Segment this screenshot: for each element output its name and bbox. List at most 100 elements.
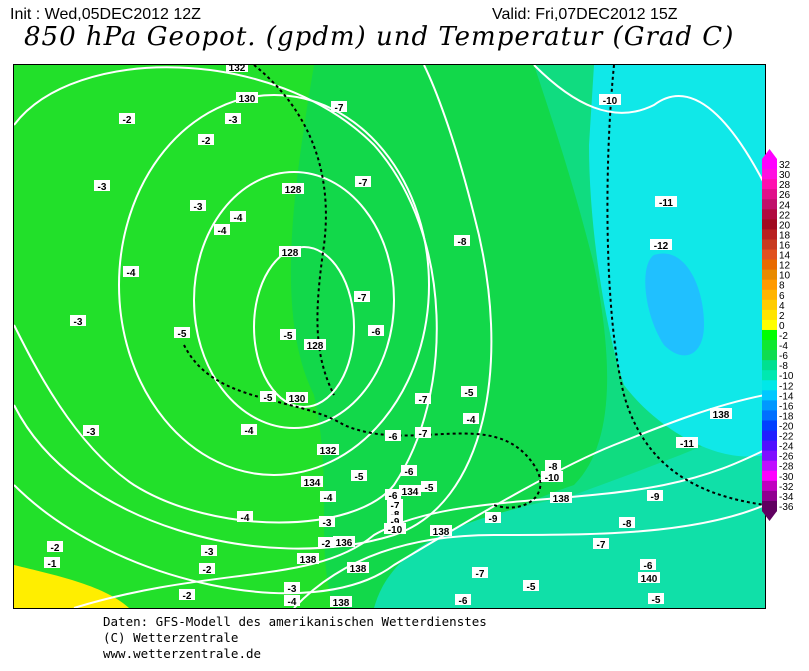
temperature-label-bg xyxy=(280,329,296,340)
colorbar-label: 16 xyxy=(779,240,791,251)
temperature-label: -7 xyxy=(597,540,606,551)
temperature-label-bg xyxy=(201,545,217,556)
temperature-label-bg xyxy=(320,491,336,502)
temperature-label: -4 xyxy=(324,493,333,504)
colorbar-swatch xyxy=(762,430,777,442)
temperature-label: -5 xyxy=(284,331,293,342)
temperature-label: -5 xyxy=(264,393,273,404)
colorbar-swatch xyxy=(762,319,777,331)
init-time: Init : Wed,05DEC2012 12Z xyxy=(10,6,201,23)
colorbar-swatch xyxy=(762,360,777,371)
colorbar-label: -16 xyxy=(779,401,794,412)
temperature-label: -4 xyxy=(241,513,250,524)
temperature-label-bg xyxy=(351,470,367,481)
temperature-label-bg xyxy=(463,413,479,424)
geopotential-label: 132 xyxy=(229,64,246,74)
colorbar-swatch xyxy=(762,370,777,381)
colorbar-swatch xyxy=(762,249,777,261)
temperature-label: -3 xyxy=(323,518,332,529)
geopotential-label: 140 xyxy=(641,574,658,585)
colorbar-swatch xyxy=(762,189,777,200)
valid-time: Valid: Fri,07DEC2012 15Z xyxy=(492,6,678,23)
temperature-label-bg xyxy=(119,113,135,124)
temperature-label-bg xyxy=(44,557,60,568)
temperature-label: -7 xyxy=(391,501,400,512)
temperature-label-bg xyxy=(47,541,63,552)
colorbar-label: -26 xyxy=(779,452,794,463)
temperature-label: -2 xyxy=(51,543,60,554)
geopotential-label-bg xyxy=(430,525,452,536)
temperature-label-bg xyxy=(355,176,371,187)
temperature-label: -7 xyxy=(476,569,485,580)
geopotential-label: 136 xyxy=(336,538,353,549)
colorbar-label: 22 xyxy=(779,210,791,221)
temperature-label: -4 xyxy=(467,415,476,426)
temperature-label-bg xyxy=(179,589,195,600)
temperature-label-bg xyxy=(454,235,470,246)
colorbar-swatch xyxy=(762,340,777,351)
temperature-label-bg xyxy=(83,425,99,436)
temperature-label-bg xyxy=(319,516,335,527)
colorbar-swatch xyxy=(762,410,777,421)
colorbar-label: 6 xyxy=(779,291,785,302)
colorbar-label: -10 xyxy=(779,371,794,382)
colorbar-label: 18 xyxy=(779,230,791,241)
colorbar-label: 30 xyxy=(779,170,791,181)
temperature-label: -6 xyxy=(389,432,398,443)
colorbar-swatch xyxy=(762,309,777,321)
temperature-label: -3 xyxy=(229,115,238,126)
geopotential-label: 128 xyxy=(307,341,324,352)
temperature-label-bg xyxy=(260,391,276,402)
colorbar-bottom-arrow xyxy=(762,511,777,521)
geopotential-label-bg xyxy=(236,92,258,103)
colorbar-label: 32 xyxy=(779,160,791,171)
geopotential-label-bg xyxy=(399,485,421,496)
temperature-label: -5 xyxy=(527,582,536,593)
colorbar-label: -6 xyxy=(779,351,788,362)
temperature-label-bg xyxy=(523,580,539,591)
temp-zone-cyan-green2 xyxy=(374,415,765,608)
colorbar-swatch xyxy=(762,159,777,170)
temperature-label-bg xyxy=(385,430,401,441)
geopotential-label: 130 xyxy=(289,394,306,405)
colorbar-swatch xyxy=(762,390,777,401)
colorbar-swatch xyxy=(762,289,777,301)
colorbar-label: -28 xyxy=(779,462,794,473)
footer: Daten: GFS-Modell des amerikanischen Wet… xyxy=(103,614,487,662)
geopotential-label: 138 xyxy=(553,494,570,505)
temperature-label: -9 xyxy=(651,492,660,503)
temperature-label-bg xyxy=(415,427,431,438)
temperature-colorbar: 32302826242220181614121086420-2-4-6-8-10… xyxy=(762,149,794,521)
geopotential-label-bg xyxy=(282,183,304,194)
colorbar-swatch xyxy=(762,460,777,472)
footer-url[interactable]: www.wetterzentrale.de xyxy=(103,646,262,661)
colorbar-swatch xyxy=(762,329,777,341)
geopotential-label: 138 xyxy=(713,410,730,421)
temperature-label-bg xyxy=(599,94,621,105)
temperature-label-bg xyxy=(387,515,403,526)
geopotential-label-bg xyxy=(638,572,660,583)
temperature-label: -3 xyxy=(98,182,107,193)
temperature-label-bg xyxy=(70,315,86,326)
temperature-label-bg xyxy=(94,180,110,191)
temperature-label-bg xyxy=(318,537,334,548)
temperature-label: -5 xyxy=(465,388,474,399)
temperature-label: -6 xyxy=(405,467,414,478)
temperature-label-bg xyxy=(190,200,206,211)
temperature-label: -5 xyxy=(178,329,187,340)
temperature-label-bg xyxy=(241,424,257,435)
colorbar-label: -34 xyxy=(779,492,794,503)
temperature-label-bg xyxy=(225,113,241,124)
colorbar-label: 8 xyxy=(779,281,785,292)
geopotential-label: 138 xyxy=(333,598,350,609)
temperature-label: -5 xyxy=(425,483,434,494)
temperature-label: -3 xyxy=(288,584,297,595)
temperature-label: -12 xyxy=(654,241,669,252)
temperature-label-bg xyxy=(284,595,300,606)
temperature-label: -2 xyxy=(203,565,212,576)
temperature-label-bg xyxy=(214,224,230,235)
colorbar-swatch xyxy=(762,199,777,210)
temperature-label: -4 xyxy=(127,268,136,279)
colorbar-swatch xyxy=(762,490,777,502)
temperature-label: -11 xyxy=(680,439,694,450)
